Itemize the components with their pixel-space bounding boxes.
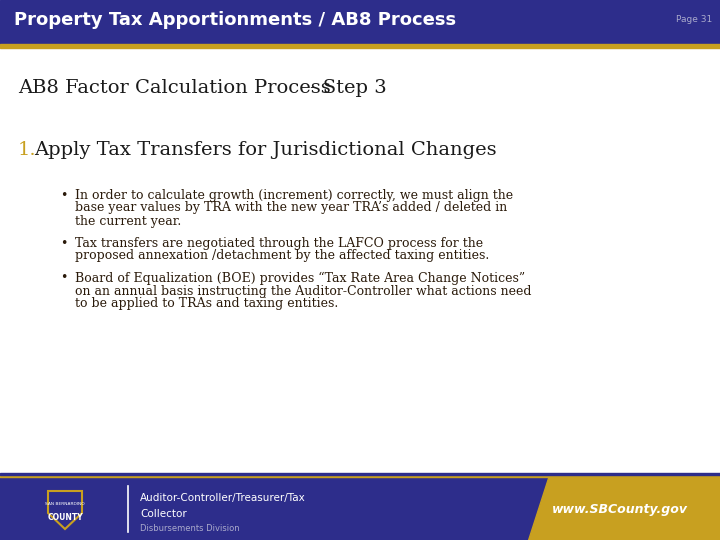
Text: Page 31: Page 31 [676, 16, 712, 24]
Bar [0, 478, 720, 540]
Text: •: • [60, 237, 68, 249]
Text: proposed annexation /detachment by the affected taxing entities.: proposed annexation /detachment by the a… [75, 249, 490, 262]
Text: 1.: 1. [18, 141, 37, 159]
Text: Tax transfers are negotiated through the LAFCO process for the: Tax transfers are negotiated through the… [75, 237, 483, 249]
Text: AB8 Factor Calculation Process: AB8 Factor Calculation Process [18, 79, 330, 97]
Text: www.SBCounty.gov: www.SBCounty.gov [552, 503, 688, 516]
Bar [0, 475, 720, 477]
Bar [0, 40, 720, 44]
Bar [0, 44, 720, 48]
Bar [0, 473, 720, 475]
Text: - Step 3: - Step 3 [310, 79, 387, 97]
Text: Board of Equalization (BOE) provides “Tax Rate Area Change Notices”: Board of Equalization (BOE) provides “Ta… [75, 272, 525, 285]
Bar [0, 0, 720, 40]
Polygon shape [528, 478, 720, 540]
Text: on an annual basis instructing the Auditor-Controller what actions need: on an annual basis instructing the Audit… [75, 285, 531, 298]
Text: to be applied to TRAs and taxing entities.: to be applied to TRAs and taxing entitie… [75, 298, 338, 310]
Text: Auditor-Controller/Treasurer/Tax: Auditor-Controller/Treasurer/Tax [140, 493, 306, 503]
Text: Collector: Collector [140, 509, 186, 519]
Text: •: • [60, 188, 68, 201]
Text: In order to calculate growth (increment) correctly, we must align the: In order to calculate growth (increment)… [75, 188, 513, 201]
Text: SAN BERNARDINO: SAN BERNARDINO [45, 502, 85, 506]
Text: Apply Tax Transfers for Jurisdictional Changes: Apply Tax Transfers for Jurisdictional C… [34, 141, 497, 159]
Text: base year values by TRA with the new year TRA’s added / deleted in: base year values by TRA with the new yea… [75, 201, 508, 214]
Text: Property Tax Apportionments / AB8 Process: Property Tax Apportionments / AB8 Proces… [14, 11, 456, 29]
Text: Disbursements Division: Disbursements Division [140, 524, 240, 534]
Text: the current year.: the current year. [75, 214, 181, 227]
Text: COUNTY: COUNTY [48, 512, 83, 522]
Text: •: • [60, 272, 68, 285]
